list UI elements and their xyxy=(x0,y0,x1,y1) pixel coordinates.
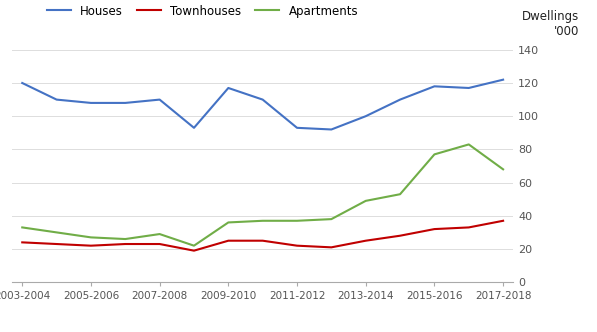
Text: Dwellings
'000: Dwellings '000 xyxy=(522,10,579,38)
Legend: Houses, Townhouses, Apartments: Houses, Townhouses, Apartments xyxy=(47,5,358,18)
